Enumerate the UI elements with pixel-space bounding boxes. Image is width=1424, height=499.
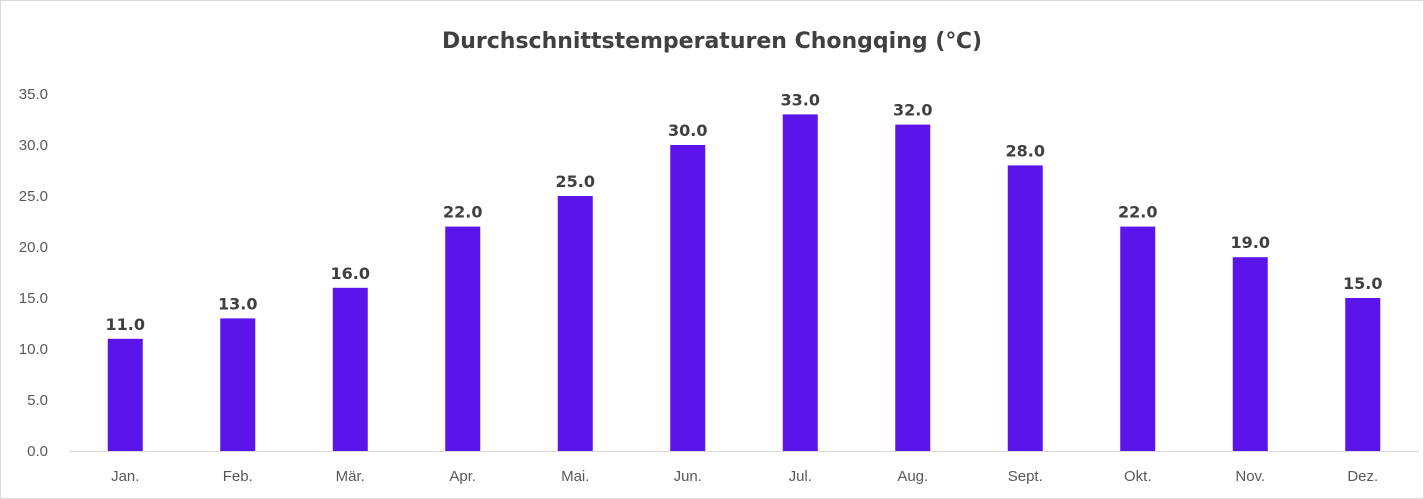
data-label: 22.0 <box>443 203 482 222</box>
chart-title: Durchschnittstemperaturen Chongqing (℃) <box>441 29 983 54</box>
y-tick-label: 5.0 <box>27 392 48 409</box>
y-tick-label: 10.0 <box>19 341 48 358</box>
data-label: 15.0 <box>1343 274 1382 293</box>
data-label: 28.0 <box>1006 141 1045 160</box>
data-label: 16.0 <box>331 264 370 283</box>
data-label: 25.0 <box>556 172 595 191</box>
x-tick-label: Sept. <box>1008 468 1043 485</box>
data-label: 32.0 <box>893 101 932 120</box>
x-tick-label: Jul. <box>789 468 812 485</box>
x-tick-label: Mär. <box>336 468 365 485</box>
x-tick-label: Aug. <box>897 468 928 485</box>
y-tick-label: 25.0 <box>19 188 48 205</box>
x-tick-label: Nov. <box>1235 468 1265 485</box>
bar-8 <box>895 124 931 451</box>
bar-1 <box>107 338 143 451</box>
y-tick-label: 35.0 <box>19 86 48 103</box>
bar-12 <box>1345 298 1381 451</box>
data-label: 30.0 <box>668 121 707 140</box>
x-tick-label: Apr. <box>449 468 476 485</box>
x-tick-label: Jun. <box>674 468 702 485</box>
data-label: 22.0 <box>1118 203 1157 222</box>
bar-5 <box>557 196 593 451</box>
bar-3 <box>332 287 368 451</box>
data-label: 33.0 <box>781 90 820 109</box>
bar-2 <box>220 318 256 451</box>
x-tick-label: Mai. <box>561 468 589 485</box>
y-tick-label: 30.0 <box>19 137 48 154</box>
bar-7 <box>782 114 818 452</box>
bar-6 <box>670 145 706 451</box>
y-tick-label: 20.0 <box>19 239 48 256</box>
bar-10 <box>1120 226 1156 451</box>
x-tick-label: Dez. <box>1347 468 1378 485</box>
bar-4 <box>445 226 481 451</box>
y-tick-label: 15.0 <box>19 290 48 307</box>
bar-9 <box>1007 165 1043 451</box>
y-tick-label: 0.0 <box>27 443 48 460</box>
data-label: 13.0 <box>218 294 257 313</box>
data-label: 11.0 <box>106 315 145 334</box>
bar-11 <box>1232 257 1268 451</box>
x-tick-label: Okt. <box>1124 468 1152 485</box>
x-tick-label: Feb. <box>223 468 253 485</box>
x-tick-label: Jan. <box>111 468 139 485</box>
data-label: 19.0 <box>1231 233 1270 252</box>
